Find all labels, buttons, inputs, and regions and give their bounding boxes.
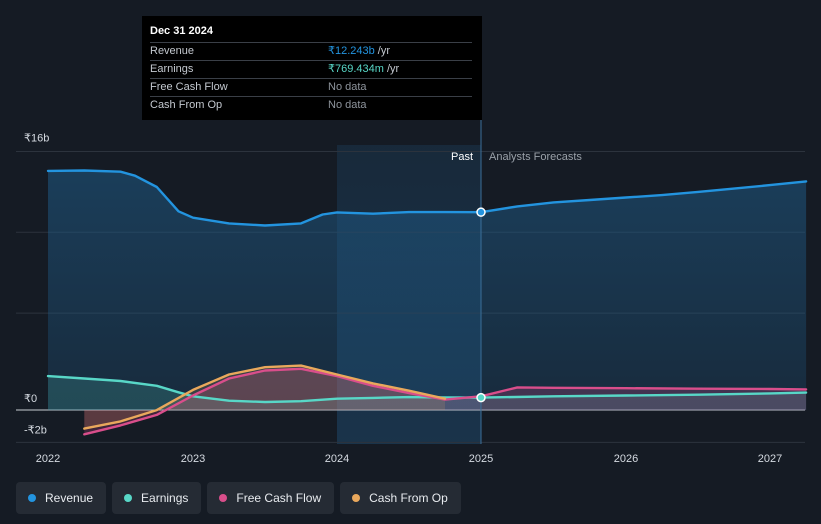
tooltip-label: Earnings xyxy=(150,63,194,75)
legend: Revenue Earnings Free Cash Flow Cash Fro… xyxy=(16,482,461,514)
legend-label: Revenue xyxy=(45,491,94,505)
cash-from-op-line xyxy=(83,364,447,430)
tooltip-row-free-cash-flow: Free Cash Flow No data xyxy=(150,78,472,96)
tooltip-row-revenue: Revenue ₹12.243b /yr xyxy=(150,42,472,60)
past-label: Past xyxy=(451,151,473,163)
free-cash-flow-area xyxy=(84,368,807,435)
y-tick-label: ₹16b xyxy=(24,132,49,144)
x-tick-label: 2023 xyxy=(181,453,205,465)
x-tick-label: 2024 xyxy=(325,453,349,465)
y-tick-label: -₹2b xyxy=(24,424,47,436)
tooltip-unit: /yr xyxy=(377,45,390,57)
tooltip: Dec 31 2024 Revenue ₹12.243b /yr Earning… xyxy=(142,16,482,120)
x-tick-label: 2025 xyxy=(469,453,493,465)
tooltip-unit: /yr xyxy=(386,63,400,75)
revenue-marker xyxy=(476,207,486,217)
legend-label: Earnings xyxy=(141,491,189,505)
tooltip-value: No data xyxy=(328,81,367,93)
free-cash-flow-line xyxy=(83,367,808,436)
tooltip-label: Cash From Op xyxy=(150,99,223,111)
legend-item-free-cash-flow[interactable]: Free Cash Flow xyxy=(207,482,335,514)
tooltip-label: Revenue xyxy=(150,45,195,57)
x-tick-label: 2027 xyxy=(758,453,782,465)
legend-label: Free Cash Flow xyxy=(236,491,322,505)
legend-item-revenue[interactable]: Revenue xyxy=(16,482,107,514)
tooltip-value: ₹12.243b xyxy=(328,45,375,57)
tooltip-value: ₹769.434m xyxy=(328,63,384,75)
legend-dot-icon xyxy=(28,494,36,502)
legend-dot-icon xyxy=(124,494,133,502)
legend-item-cash-from-op[interactable]: Cash From Op xyxy=(340,482,461,514)
tooltip-row-cash-from-op: Cash From Op No data xyxy=(150,96,472,114)
revenue-line xyxy=(46,169,808,227)
tooltip-row-earnings: Earnings ₹769.434m /yr xyxy=(150,60,472,78)
x-tick-label: 2022 xyxy=(36,453,60,465)
forecast-label: Analysts Forecasts xyxy=(489,151,582,163)
revenue-area xyxy=(48,170,807,411)
tooltip-label: Free Cash Flow xyxy=(150,81,228,93)
earnings-line xyxy=(46,374,808,404)
tooltip-date: Dec 31 2024 xyxy=(150,25,213,37)
tooltip-value: No data xyxy=(328,99,367,111)
y-tick-label: ₹0 xyxy=(24,393,37,405)
x-tick-label: 2026 xyxy=(614,453,638,465)
legend-dot-icon xyxy=(219,494,228,502)
legend-item-earnings[interactable]: Earnings xyxy=(112,482,202,514)
legend-dot-icon xyxy=(352,494,361,502)
earnings-marker xyxy=(476,392,486,403)
legend-label: Cash From Op xyxy=(369,491,448,505)
